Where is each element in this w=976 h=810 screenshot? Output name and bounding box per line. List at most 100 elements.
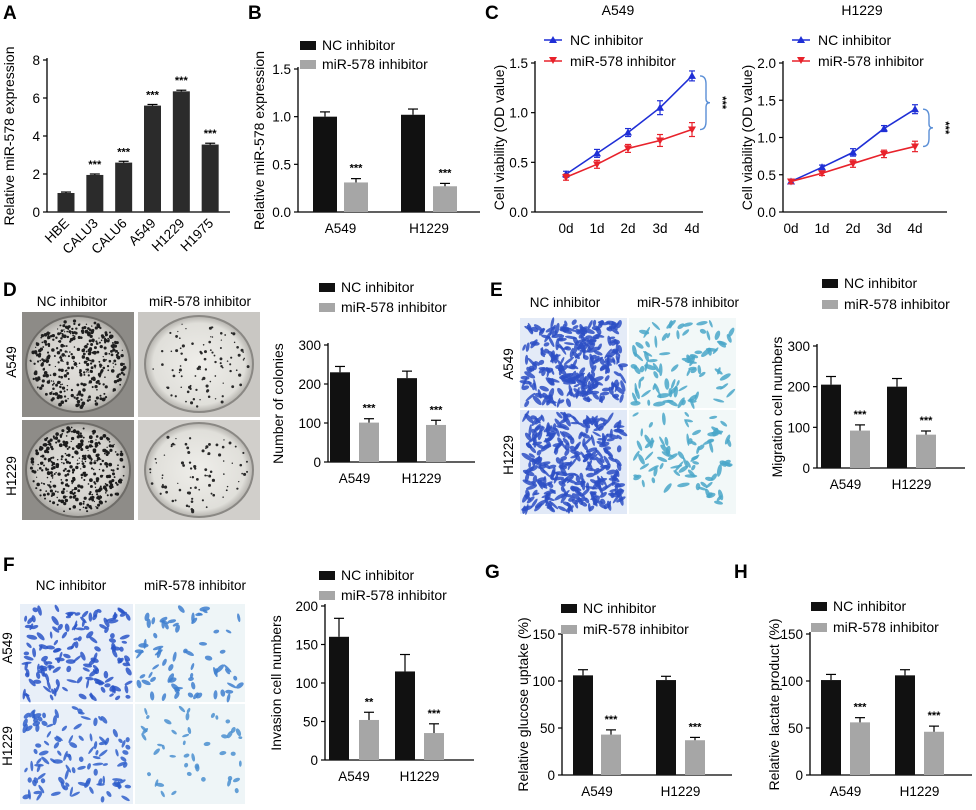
colony-dot bbox=[35, 451, 40, 456]
stained-cell bbox=[234, 788, 239, 794]
chart-h-significance: *** bbox=[854, 702, 868, 714]
colony-dot bbox=[46, 436, 49, 440]
colony-dot bbox=[166, 435, 170, 439]
colony-dot bbox=[91, 338, 95, 343]
colony-dot bbox=[47, 484, 49, 486]
stained-cell bbox=[525, 485, 537, 490]
stained-cell bbox=[569, 445, 577, 452]
colony-dot bbox=[66, 470, 69, 472]
stained-cell bbox=[632, 344, 637, 357]
colony-dot bbox=[94, 367, 96, 369]
colony-dot bbox=[215, 443, 219, 447]
colony-dot bbox=[198, 488, 201, 491]
stained-cell bbox=[230, 726, 236, 733]
stained-cell bbox=[37, 669, 43, 674]
stained-cell bbox=[547, 482, 554, 488]
stained-cell bbox=[532, 489, 538, 496]
stained-cell bbox=[61, 631, 68, 639]
colony-dot bbox=[115, 349, 118, 353]
image-label-nc: NC inhibitor bbox=[530, 295, 601, 310]
colony-dot bbox=[95, 477, 100, 481]
colony-dot bbox=[199, 399, 201, 401]
stained-cell bbox=[616, 496, 626, 503]
colony-dot bbox=[93, 500, 96, 503]
colony-dot bbox=[54, 365, 57, 368]
colony-dot bbox=[87, 449, 89, 452]
stained-cell bbox=[195, 612, 202, 617]
colony-dot bbox=[225, 489, 228, 492]
colony-dot bbox=[122, 465, 126, 469]
stained-cell bbox=[557, 387, 564, 396]
stained-cell bbox=[201, 776, 206, 782]
chart-c1-x-tick-label: 4d bbox=[684, 221, 699, 236]
colony-dot bbox=[102, 355, 104, 358]
colony-dot bbox=[96, 456, 101, 461]
colony-dot bbox=[99, 436, 104, 441]
stained-cell bbox=[690, 454, 700, 462]
stained-cell bbox=[571, 319, 577, 325]
colony-dot bbox=[91, 498, 95, 502]
chart-f-bar bbox=[359, 719, 379, 760]
stained-cell bbox=[26, 642, 32, 649]
stained-cell bbox=[102, 763, 109, 766]
colony-dot bbox=[84, 329, 89, 334]
stained-cell bbox=[555, 427, 560, 437]
stained-cell bbox=[524, 354, 529, 365]
stained-cell bbox=[524, 371, 536, 379]
chart-e-significance: *** bbox=[854, 409, 868, 421]
chart-b-x-tick-label: A549 bbox=[325, 221, 357, 236]
colony-dot bbox=[106, 451, 110, 455]
colony-dot bbox=[66, 371, 70, 375]
stained-cell bbox=[98, 749, 108, 757]
chart-a-y-tick-label: 6 bbox=[32, 91, 40, 106]
colony-dot bbox=[120, 353, 124, 358]
stained-cell bbox=[616, 462, 622, 471]
colony-dot bbox=[29, 466, 33, 470]
stained-cell bbox=[56, 657, 61, 664]
stained-cell bbox=[600, 498, 606, 505]
colony-dot bbox=[81, 401, 86, 406]
colony-dot bbox=[83, 373, 86, 376]
stained-cell bbox=[124, 680, 133, 686]
stained-cell bbox=[59, 651, 63, 659]
colony-dot bbox=[104, 352, 108, 356]
stained-cell bbox=[36, 792, 43, 801]
colony-dot bbox=[63, 320, 67, 324]
chart-h-legend-swatch bbox=[811, 602, 827, 611]
colony-dot bbox=[73, 360, 75, 363]
stained-cell bbox=[641, 389, 651, 398]
stained-cell bbox=[117, 781, 121, 790]
colony-dot bbox=[59, 324, 62, 327]
stained-cell bbox=[96, 608, 102, 613]
stained-cell bbox=[191, 681, 196, 690]
colony-dot bbox=[120, 458, 124, 462]
colony-dot bbox=[58, 402, 62, 407]
colony-dot bbox=[228, 441, 232, 445]
colony-dot bbox=[88, 444, 93, 448]
chart-a-bar bbox=[115, 162, 133, 212]
colony-dot bbox=[84, 506, 88, 510]
stained-cell bbox=[168, 664, 174, 672]
stained-cell bbox=[527, 435, 539, 444]
migration-images: NC inhibitor miR-578 inhibitor A549 H122… bbox=[501, 295, 740, 515]
stained-cell bbox=[619, 372, 627, 384]
colony-dot bbox=[188, 505, 191, 508]
chart-a-y-tick-label: 0 bbox=[32, 205, 40, 220]
colony-dot bbox=[91, 386, 94, 389]
colony-dot bbox=[47, 468, 50, 471]
row-label-h1229: H1229 bbox=[501, 435, 516, 475]
colony-dot bbox=[45, 343, 48, 345]
chart-h-significance: *** bbox=[928, 710, 942, 722]
colony-dot bbox=[113, 359, 117, 363]
stained-cell bbox=[706, 330, 711, 341]
chart-g-bar bbox=[601, 734, 621, 775]
chart-f-x-tick-label: A549 bbox=[338, 769, 370, 784]
stained-cell bbox=[641, 479, 645, 488]
chart-h-bar bbox=[924, 731, 944, 775]
stained-cell bbox=[676, 380, 680, 387]
stained-cell bbox=[104, 676, 114, 683]
stained-cell bbox=[38, 784, 45, 794]
stained-cell bbox=[584, 436, 593, 445]
stained-cell bbox=[100, 686, 106, 693]
colony-dot bbox=[205, 506, 208, 509]
